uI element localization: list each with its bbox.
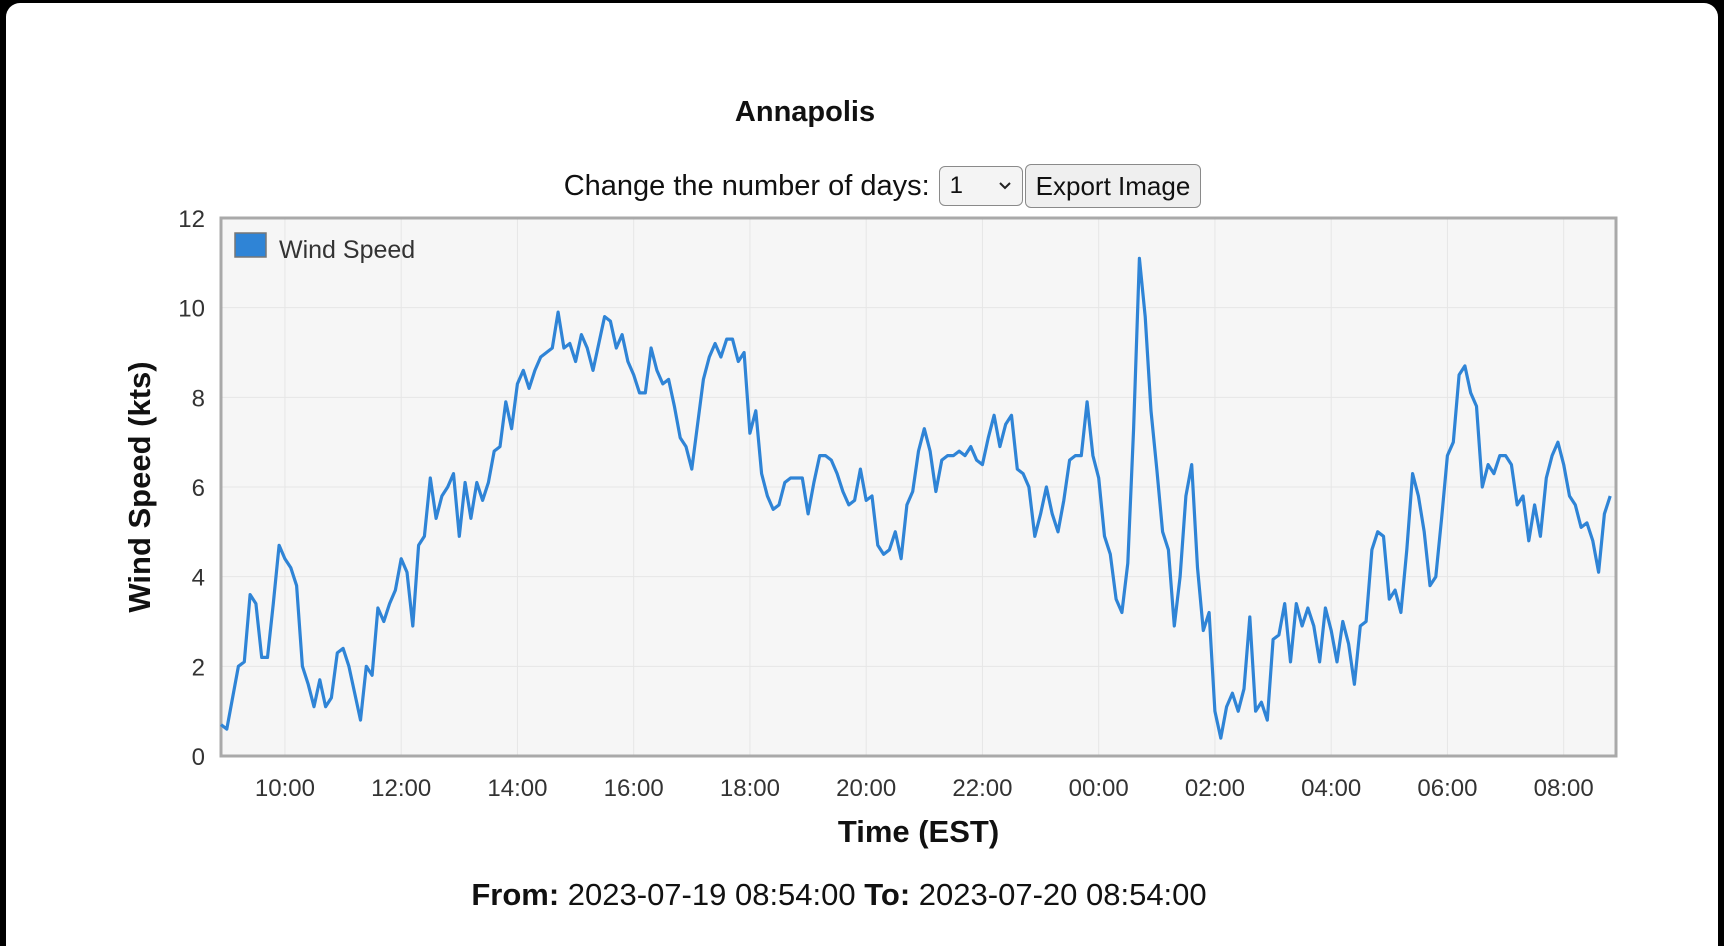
y-axis-title: Wind Speed (kts)	[122, 361, 157, 612]
page-title: Annapolis	[734, 96, 876, 128]
y-tick-label: 8	[192, 385, 205, 412]
x-tick-label: 14:00	[487, 775, 547, 802]
plot-border	[219, 216, 1618, 758]
x-tick-label: 00:00	[1069, 775, 1129, 802]
x-tick-label: 16:00	[604, 775, 664, 802]
x-tick-label: 08:00	[1534, 775, 1594, 802]
x-tick-label: 22:00	[952, 775, 1012, 802]
y-tick-label: 6	[192, 475, 205, 502]
x-tick-label: 12:00	[371, 775, 431, 802]
x-axis-title: Time (EST)	[838, 814, 999, 849]
to-value: 2023-07-20 08:54:00	[918, 877, 1207, 912]
chevron-down-icon	[998, 182, 1011, 190]
days-select-value: 1	[949, 172, 964, 199]
days-label: Change the number of days:	[563, 169, 930, 202]
y-tick-label: 0	[192, 744, 205, 771]
x-tick-label: 02:00	[1185, 775, 1245, 802]
from-label: From:	[471, 877, 560, 912]
date-range: From: 2023-07-19 08:54:00 To: 2023-07-20…	[6, 877, 1672, 913]
days-select[interactable]: 1	[938, 166, 1023, 206]
x-tick-label: 20:00	[836, 775, 896, 802]
y-tick-label: 12	[178, 206, 205, 233]
export-image-button[interactable]: Export Image	[1024, 164, 1202, 208]
legend-label: Wind Speed	[279, 236, 415, 264]
wind-speed-line	[220, 256, 1612, 740]
from-value: 2023-07-19 08:54:00	[567, 877, 856, 912]
y-tick-label: 2	[192, 654, 205, 681]
x-tick-label: 10:00	[255, 775, 315, 802]
x-tick-label: 04:00	[1301, 775, 1361, 802]
y-tick-label: 10	[178, 296, 205, 323]
y-tick-label: 4	[192, 565, 205, 592]
days-controls: Change the number of days: 1 Export Imag…	[6, 164, 1718, 208]
x-tick-label: 06:00	[1417, 775, 1477, 802]
x-tick-label: 18:00	[720, 775, 780, 802]
to-label: To:	[864, 877, 911, 912]
legend-swatch	[234, 232, 267, 258]
